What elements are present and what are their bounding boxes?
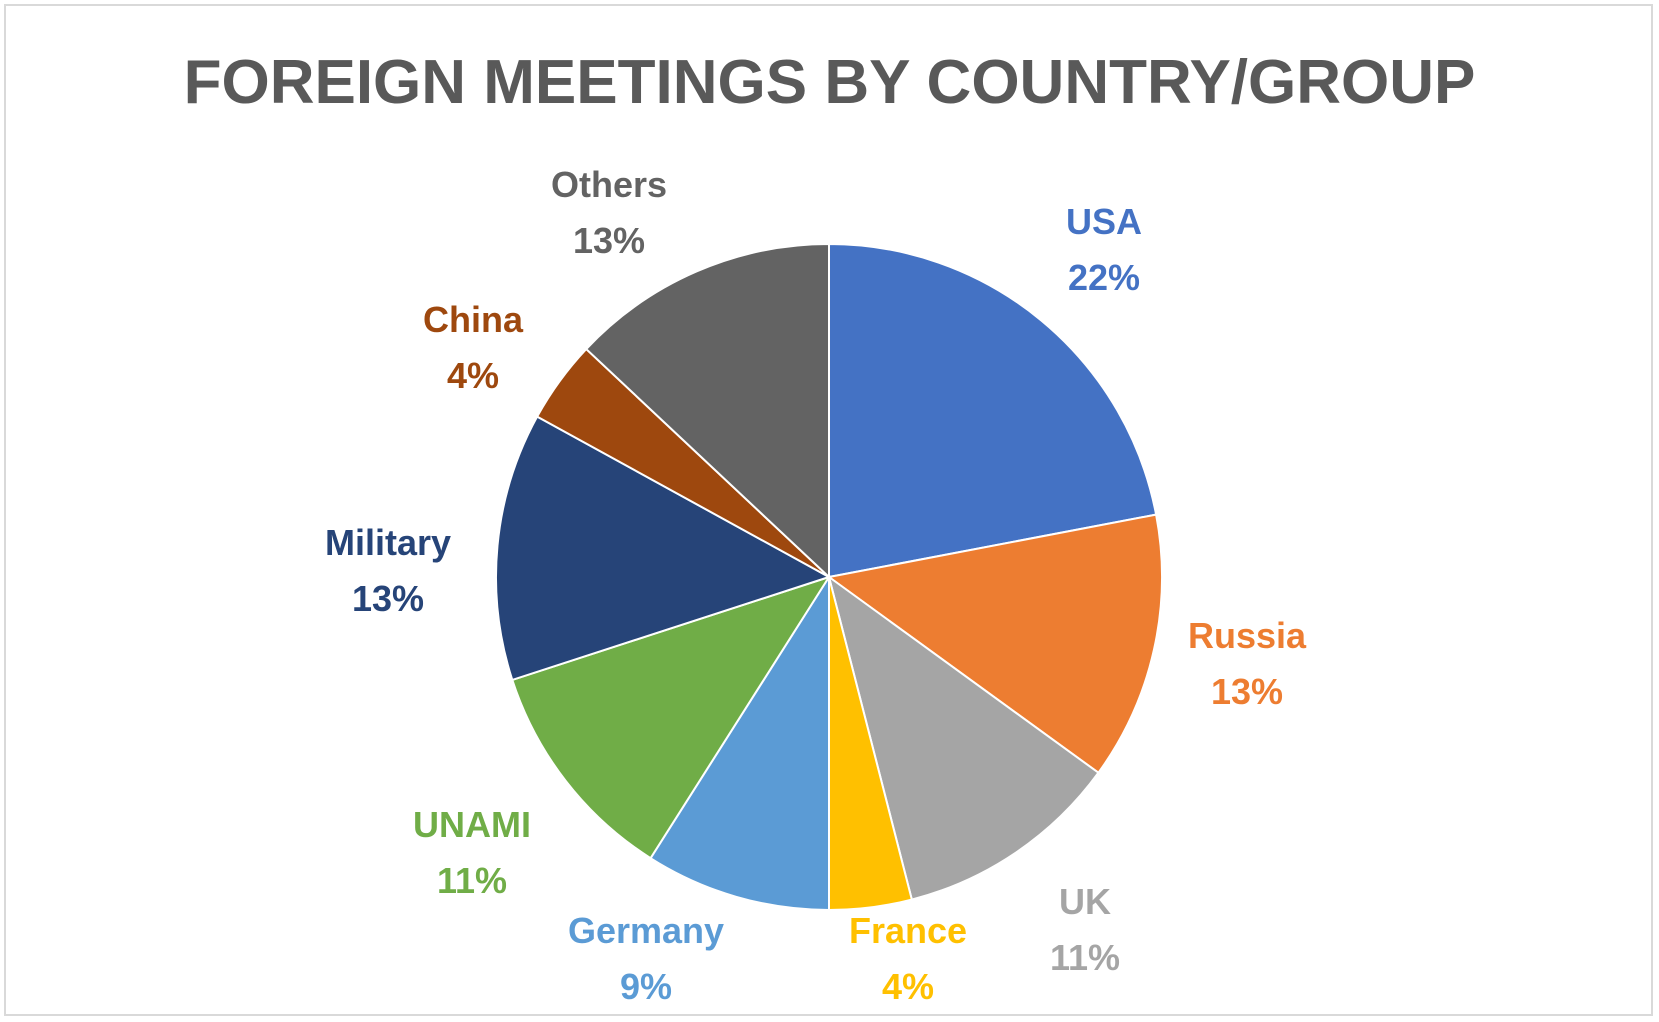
slice-value-others: 13%: [573, 220, 645, 261]
slice-value-unami: 11%: [437, 860, 507, 901]
slice-label-china: China: [423, 299, 524, 340]
slice-label-others: Others: [551, 164, 667, 205]
slice-label-military: Military: [325, 522, 451, 563]
pie-slice-military: [495, 415, 832, 682]
slice-value-uk: 11%: [1050, 937, 1120, 978]
slice-label-unami: UNAMI: [413, 804, 531, 845]
slice-value-france: 4%: [882, 966, 934, 1007]
pie-slice-unami: [511, 575, 832, 860]
pie-slice-others: [584, 242, 830, 580]
slice-value-russia: 13%: [1211, 671, 1283, 712]
slice-label-russia: Russia: [1188, 615, 1307, 656]
slice-label-germany: Germany: [568, 910, 724, 951]
slice-value-military: 13%: [352, 578, 424, 619]
slice-label-france: France: [849, 910, 967, 951]
slice-value-usa: 22%: [1068, 257, 1140, 298]
slice-value-germany: 9%: [620, 966, 672, 1007]
chart-title: FOREIGN MEETINGS BY COUNTRY/GROUP: [183, 48, 1476, 117]
pie-slice-uk: [827, 574, 1100, 901]
pie-slice-usa: [828, 242, 1158, 579]
pie-labels: USA 22% Russia 13% UK 11% France 4% Germany 9% UNA…: [325, 164, 1307, 1007]
slice-value-china: 4%: [447, 355, 499, 396]
slice-label-usa: USA: [1066, 201, 1142, 242]
slice-label-uk: UK: [1059, 881, 1111, 922]
pie-slice-russia: [826, 513, 1163, 775]
pie-slice-germany: [649, 573, 830, 912]
pie-slices: [495, 242, 1163, 912]
